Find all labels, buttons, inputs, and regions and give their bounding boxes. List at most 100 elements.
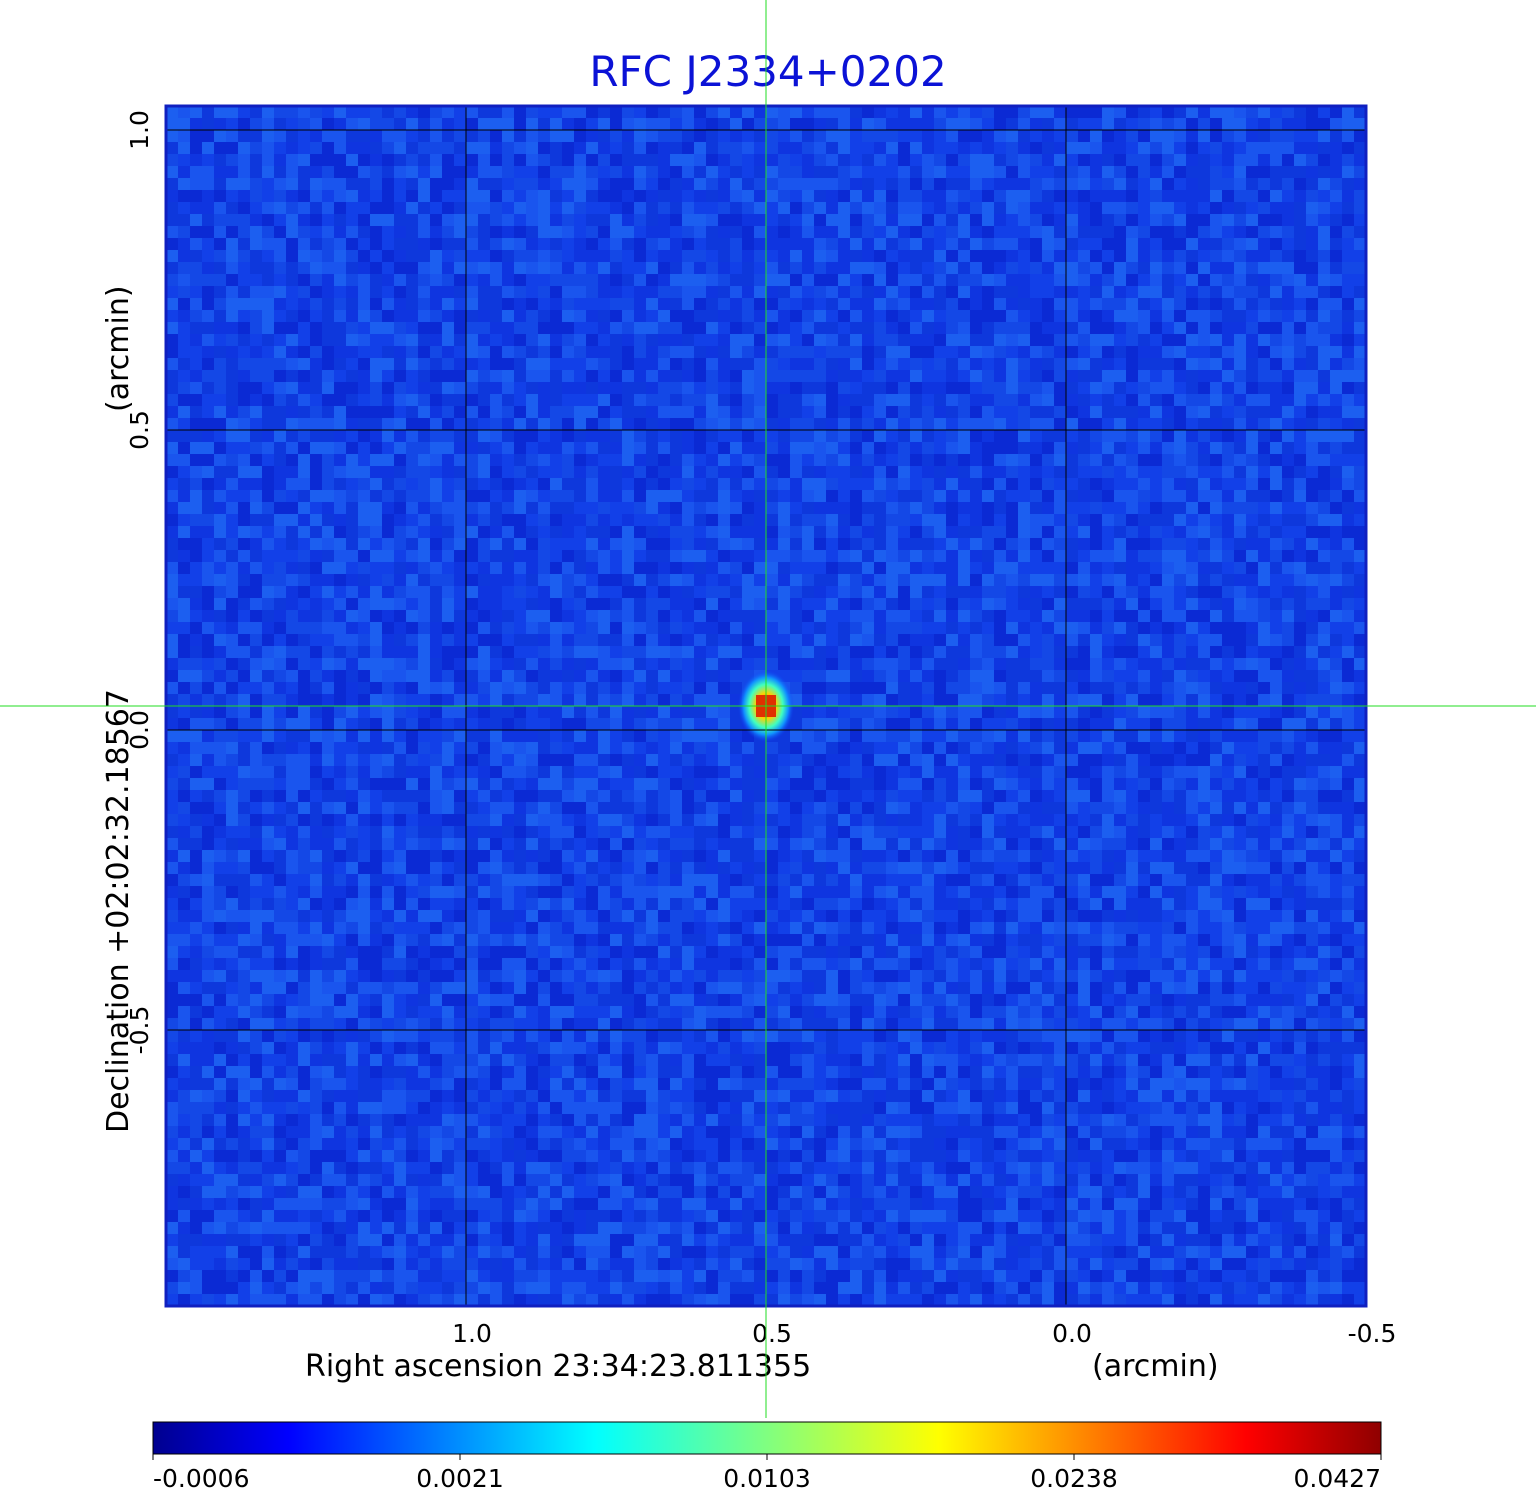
image-pixel [1018, 502, 1030, 514]
image-pixel [538, 526, 550, 538]
image-pixel [1306, 286, 1318, 298]
image-pixel [742, 442, 754, 454]
image-pixel [886, 190, 898, 202]
image-pixel [598, 106, 610, 118]
image-pixel [754, 130, 766, 142]
image-pixel [730, 154, 742, 166]
image-pixel [238, 466, 250, 478]
image-pixel [718, 406, 730, 418]
image-pixel [1042, 634, 1054, 646]
image-pixel [1102, 286, 1114, 298]
image-pixel [1270, 442, 1282, 454]
image-pixel [526, 142, 538, 154]
image-pixel [778, 118, 790, 130]
image-pixel [1258, 118, 1270, 130]
image-pixel [526, 190, 538, 202]
image-pixel [670, 250, 682, 262]
image-pixel [610, 562, 622, 574]
image-pixel [742, 370, 754, 382]
image-pixel [862, 430, 874, 442]
image-pixel [598, 454, 610, 466]
image-pixel [1030, 262, 1042, 274]
image-pixel [334, 442, 346, 454]
image-pixel [214, 550, 226, 562]
image-pixel [1210, 358, 1222, 370]
image-pixel [850, 526, 862, 538]
image-pixel [454, 430, 466, 442]
image-pixel [874, 322, 886, 334]
image-pixel [346, 586, 358, 598]
image-pixel [1306, 322, 1318, 334]
image-pixel [358, 514, 370, 526]
image-pixel [562, 274, 574, 286]
image-pixel [778, 514, 790, 526]
image-pixel [1198, 334, 1210, 346]
image-pixel [214, 562, 226, 574]
image-pixel [334, 178, 346, 190]
image-pixel [382, 394, 394, 406]
image-pixel [898, 670, 910, 682]
image-pixel [1198, 226, 1210, 238]
image-pixel [358, 694, 370, 706]
image-pixel [286, 250, 298, 262]
image-pixel [598, 466, 610, 478]
image-pixel [1030, 418, 1042, 430]
image-pixel [274, 490, 286, 502]
image-pixel [502, 598, 514, 610]
image-pixel [1162, 598, 1174, 610]
image-pixel [502, 586, 514, 598]
image-pixel [1126, 478, 1138, 490]
image-pixel [1114, 334, 1126, 346]
image-pixel [538, 106, 550, 118]
image-pixel [394, 310, 406, 322]
image-pixel [1078, 574, 1090, 586]
image-pixel [1114, 610, 1126, 622]
image-pixel [310, 514, 322, 526]
image-pixel [226, 562, 238, 574]
image-pixel [910, 586, 922, 598]
image-pixel [922, 610, 934, 622]
image-pixel [274, 502, 286, 514]
image-pixel [334, 238, 346, 250]
image-pixel [1114, 514, 1126, 526]
image-pixel [550, 610, 562, 622]
image-pixel [526, 502, 538, 514]
image-pixel [1138, 274, 1150, 286]
image-pixel [310, 658, 322, 670]
image-pixel [1282, 586, 1294, 598]
image-pixel [1258, 430, 1270, 442]
image-pixel [970, 586, 982, 598]
image-pixel [202, 478, 214, 490]
image-pixel [166, 562, 178, 574]
image-pixel [970, 382, 982, 394]
image-pixel [430, 490, 442, 502]
image-pixel [1138, 298, 1150, 310]
image-pixel [730, 358, 742, 370]
image-pixel [1306, 586, 1318, 598]
image-pixel [1270, 370, 1282, 382]
image-pixel [1210, 490, 1222, 502]
image-pixel [1114, 346, 1126, 358]
image-pixel [310, 106, 322, 118]
image-pixel [430, 598, 442, 610]
image-pixel [1306, 382, 1318, 394]
image-pixel [298, 430, 310, 442]
image-pixel [1222, 670, 1234, 682]
image-pixel [418, 442, 430, 454]
image-pixel [1126, 310, 1138, 322]
image-pixel [394, 226, 406, 238]
image-pixel [934, 658, 946, 670]
image-pixel [1294, 214, 1306, 226]
image-pixel [190, 538, 202, 550]
image-pixel [1198, 406, 1210, 418]
image-pixel [898, 694, 910, 706]
image-pixel [754, 214, 766, 226]
image-pixel [262, 202, 274, 214]
image-pixel [1354, 358, 1366, 370]
image-pixel [562, 466, 574, 478]
image-pixel [838, 310, 850, 322]
image-pixel [310, 370, 322, 382]
image-pixel [862, 418, 874, 430]
image-pixel [1078, 298, 1090, 310]
image-pixel [1030, 466, 1042, 478]
